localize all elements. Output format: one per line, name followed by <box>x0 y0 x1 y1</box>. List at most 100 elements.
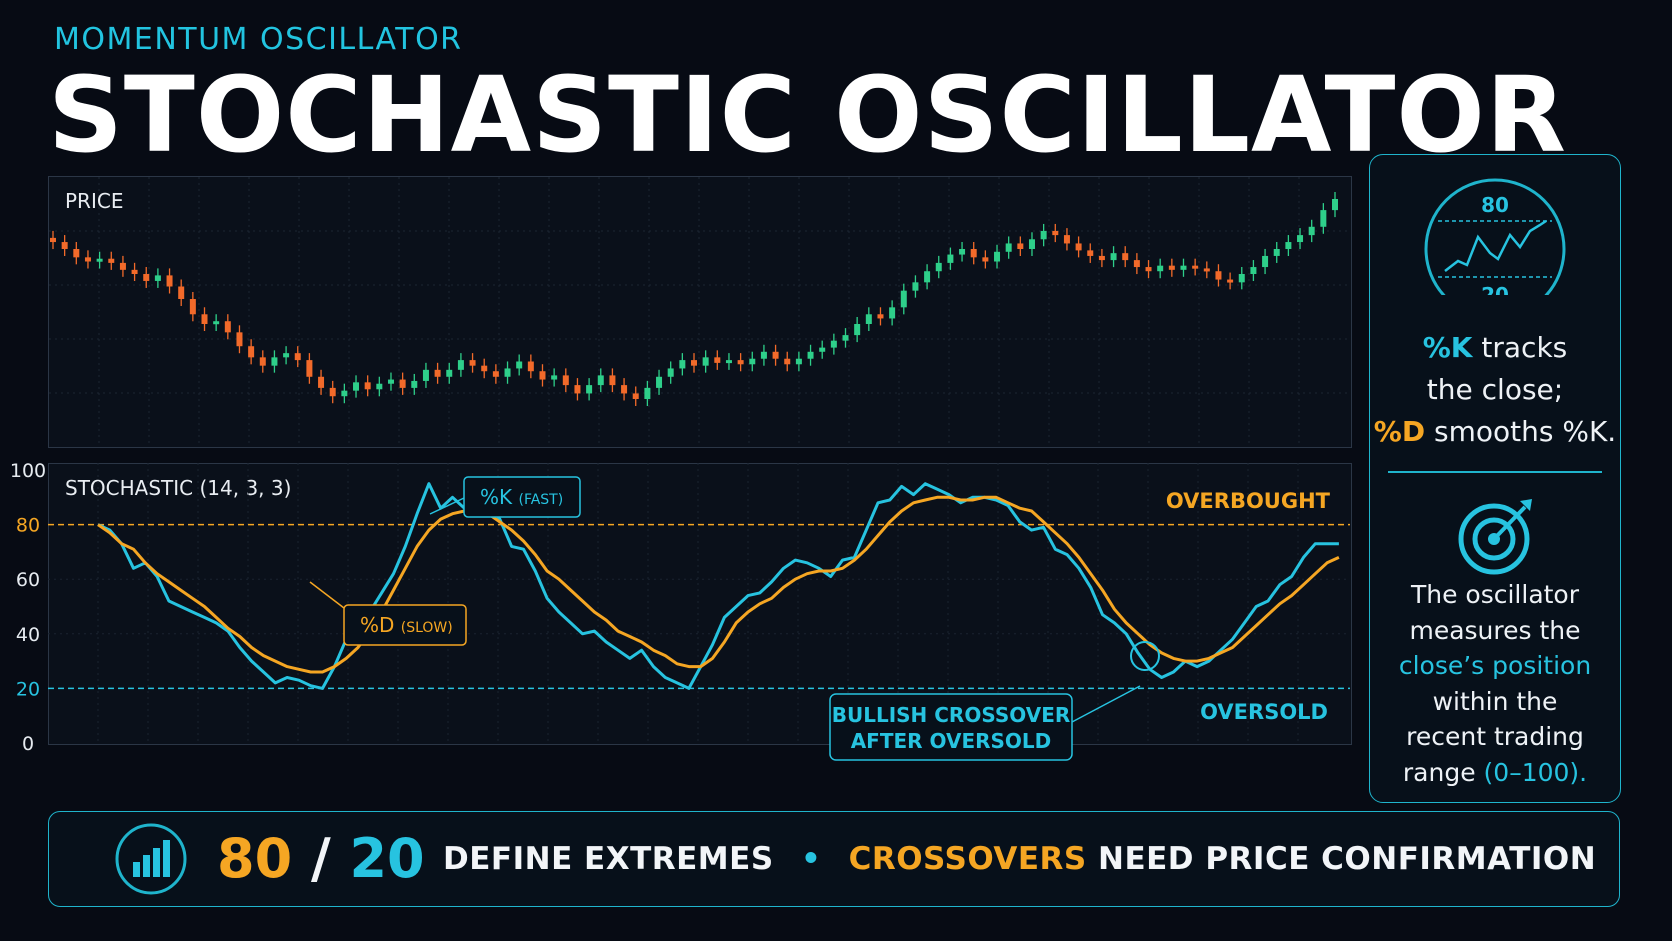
up-candle <box>749 358 756 365</box>
down-candle <box>434 369 441 377</box>
up-candle <box>1332 199 1338 211</box>
down-candle <box>1122 253 1129 261</box>
gauge-top-label: 80 <box>1481 193 1509 217</box>
down-candle <box>84 257 91 262</box>
range-highlight: (0–100). <box>1483 757 1588 787</box>
y-tick-label: 20 <box>16 678 40 700</box>
up-candle <box>597 375 604 386</box>
oscillator-gauge-icon: 80 20 <box>1424 178 1566 295</box>
down-candle <box>364 382 371 390</box>
up-candle <box>283 353 290 358</box>
up-candle <box>213 321 220 325</box>
threshold-values: 80 / 20 <box>217 812 425 906</box>
up-candle <box>387 379 394 384</box>
down-candle <box>1017 243 1024 249</box>
up-candle <box>1285 242 1292 249</box>
down-candle <box>1215 271 1222 280</box>
down-candle <box>131 269 138 274</box>
down-candle <box>1145 267 1152 272</box>
up-candle <box>947 254 954 263</box>
down-candle <box>50 237 56 243</box>
sidebar-divider <box>1388 471 1602 473</box>
price-panel: PRICE <box>48 176 1352 448</box>
up-candle <box>702 357 709 366</box>
up-candle <box>900 290 907 308</box>
up-candle <box>795 358 802 365</box>
up-candle <box>446 369 453 377</box>
down-candle <box>201 314 208 324</box>
define-extremes-text: DEFINE EXTREMES <box>443 841 774 877</box>
down-candle <box>108 258 115 263</box>
down-candle <box>784 358 791 365</box>
up-candle <box>1250 267 1257 274</box>
up-candle <box>1262 255 1269 268</box>
price-chart <box>49 177 1351 447</box>
price-panel-label: PRICE <box>65 189 124 213</box>
bullet-separator: • <box>800 841 822 877</box>
bar-chart-icon <box>115 823 187 895</box>
down-candle <box>143 274 150 281</box>
sidebar-description: The oscillator measures the close’s posi… <box>1370 577 1620 790</box>
down-candle <box>399 379 406 388</box>
overbought-value: 80 <box>217 827 293 890</box>
up-candle <box>656 376 663 388</box>
down-candle <box>189 299 196 315</box>
d-highlight: %D <box>1373 415 1426 448</box>
up-candle <box>1110 253 1117 261</box>
gauge-bottom-label: 20 <box>1481 283 1509 295</box>
up-candle <box>1157 265 1164 272</box>
down-candle <box>236 332 243 347</box>
down-candle <box>259 357 266 366</box>
down-candle <box>329 387 336 397</box>
stochastic-panel-label: STOCHASTIC (14, 3, 3) <box>65 476 292 500</box>
description-line: The oscillator <box>1410 580 1580 609</box>
down-candle <box>294 353 301 361</box>
up-candle <box>725 360 732 364</box>
up-candle <box>353 382 360 391</box>
down-candle <box>481 365 488 372</box>
y-tick-label: 60 <box>16 569 40 591</box>
up-candle <box>1238 274 1245 283</box>
down-candle <box>714 357 721 363</box>
down-candle <box>1052 230 1059 236</box>
down-candle <box>539 371 546 380</box>
headline-line1: tracks <box>1472 331 1568 364</box>
up-candle <box>667 368 674 377</box>
up-candle <box>959 249 966 255</box>
description-highlight: close’s position <box>1398 651 1592 680</box>
up-candle <box>935 262 942 272</box>
oversold-value: 20 <box>349 827 425 890</box>
y-tick-label: 100 <box>10 460 46 482</box>
up-candle <box>819 347 826 352</box>
up-candle <box>1308 226 1315 236</box>
sidebar-headline: %K tracks the close; %D smooths %K. <box>1370 327 1620 453</box>
target-icon <box>1458 499 1532 575</box>
down-candle <box>61 242 68 249</box>
up-candle <box>1040 230 1047 240</box>
down-candle <box>1075 243 1082 251</box>
info-sidebar: 80 20 %K tracks the close; %D smooths %K… <box>1369 154 1621 803</box>
description-line: recent trading <box>1406 722 1584 751</box>
down-candle <box>224 321 231 333</box>
up-candle <box>830 340 837 348</box>
down-candle <box>691 360 697 366</box>
down-candle <box>1227 279 1234 283</box>
up-candle <box>341 390 348 397</box>
down-candle <box>178 286 185 299</box>
up-candle <box>1320 210 1327 227</box>
down-candle <box>621 385 628 394</box>
down-candle <box>970 249 977 258</box>
down-candle <box>492 371 499 377</box>
down-candle <box>166 275 173 287</box>
up-candle <box>842 335 849 341</box>
down-candle <box>1087 250 1094 256</box>
y-tick-label: 80 <box>16 515 40 537</box>
down-candle <box>574 385 581 394</box>
up-candle <box>411 380 418 388</box>
down-candle <box>982 257 989 262</box>
down-candle <box>877 314 884 319</box>
confirmation-text: NEED PRICE CONFIRMATION <box>1086 841 1597 877</box>
eyebrow: MOMENTUM OSCILLATOR <box>54 22 463 57</box>
up-candle <box>516 361 523 369</box>
down-candle <box>469 360 476 366</box>
